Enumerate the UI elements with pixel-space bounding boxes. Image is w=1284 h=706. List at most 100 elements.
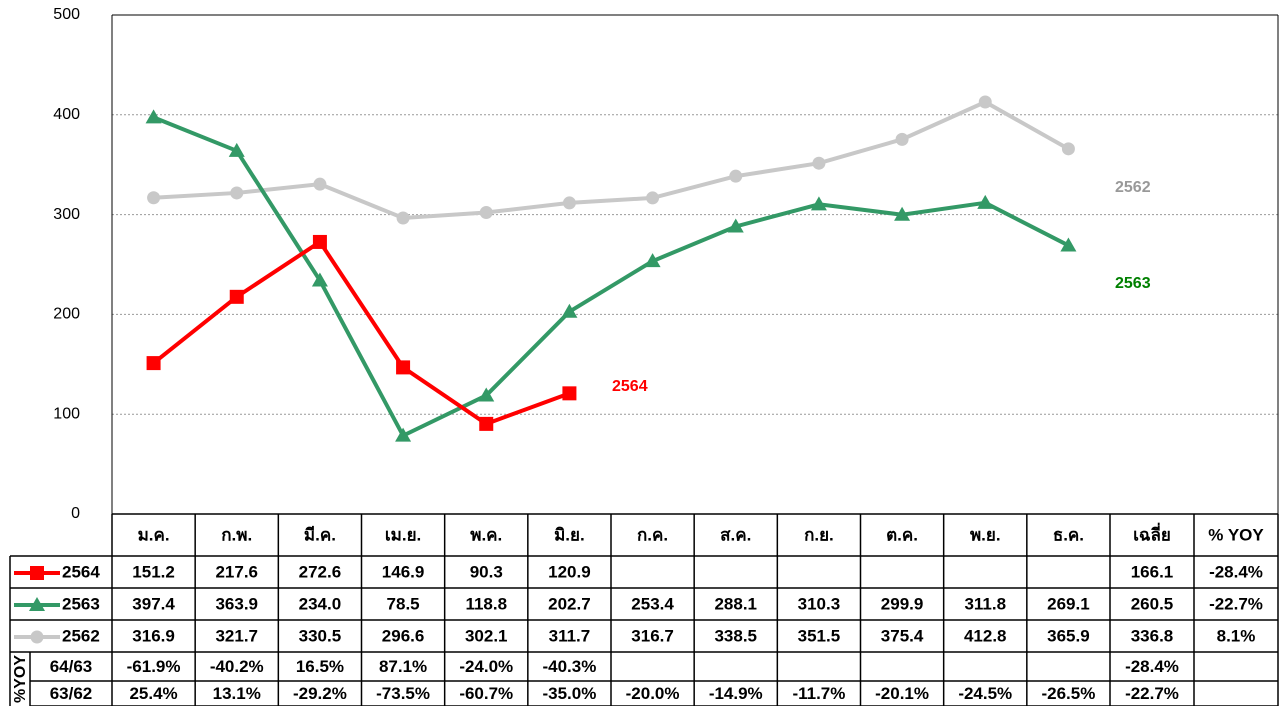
marker xyxy=(396,360,411,375)
marker xyxy=(479,416,494,431)
table-cell: -73.5% xyxy=(376,684,430,703)
marker xyxy=(312,234,327,249)
x-tick-label: ธ.ค. xyxy=(1053,525,1084,544)
marker xyxy=(311,272,328,287)
table-cell: 316.7 xyxy=(631,626,674,645)
table-cell: 151.2 xyxy=(132,562,175,581)
table-cell: 299.9 xyxy=(881,594,924,613)
legend-label: 2564 xyxy=(62,562,100,581)
table-cell: -61.9% xyxy=(127,657,181,676)
marker xyxy=(646,191,660,205)
table-cell: -60.7% xyxy=(459,684,513,703)
legend-marker xyxy=(30,566,44,580)
x-tick-label: เม.ย. xyxy=(385,525,421,544)
table-cell: 8.1% xyxy=(1217,626,1256,645)
marker xyxy=(810,196,827,211)
table-cell: -29.2% xyxy=(293,684,347,703)
table-cell: 120.9 xyxy=(548,562,591,581)
marker xyxy=(1061,142,1075,156)
table-cell: -40.3% xyxy=(542,657,596,676)
x-tick-label: ส.ค. xyxy=(720,525,751,544)
marker xyxy=(228,142,245,157)
marker xyxy=(977,194,994,209)
table-cell: 338.5 xyxy=(714,626,757,645)
row-group-label: %YOY xyxy=(12,655,29,703)
table-cell: 146.9 xyxy=(382,562,425,581)
x-tick-label: มิ.ย. xyxy=(554,525,585,544)
table-cell: 260.5 xyxy=(1131,594,1174,613)
legend-label: 2562 xyxy=(62,626,100,645)
y-tick-label: 400 xyxy=(53,106,80,123)
table-cell: -20.1% xyxy=(875,684,929,703)
table-cell: -28.4% xyxy=(1125,657,1179,676)
y-tick-label: 500 xyxy=(53,6,80,23)
x-tick-label: ก.ค. xyxy=(637,525,668,544)
column-header: % YOY xyxy=(1208,525,1264,544)
table-cell: 397.4 xyxy=(132,594,175,613)
legend-marker xyxy=(30,630,44,644)
table-cell: -40.2% xyxy=(210,657,264,676)
legend-label: 2563 xyxy=(62,594,100,613)
y-tick-label: 200 xyxy=(53,306,80,323)
table-cell: 253.4 xyxy=(631,594,674,613)
table-cell: 217.6 xyxy=(215,562,258,581)
marker xyxy=(562,386,577,401)
table-cell: 302.1 xyxy=(465,626,508,645)
table-cell: 351.5 xyxy=(798,626,841,645)
marker xyxy=(396,211,410,225)
marker xyxy=(812,156,826,170)
table-cell: 25.4% xyxy=(129,684,177,703)
table-cell: -26.5% xyxy=(1041,684,1095,703)
table-cell: -11.7% xyxy=(792,684,845,703)
legend-marker xyxy=(29,597,45,611)
y-tick-label: 0 xyxy=(71,505,80,522)
series-label: 2562 xyxy=(1115,179,1151,196)
table-cell: 311.7 xyxy=(549,626,591,645)
table-cell: 321.7 xyxy=(215,626,258,645)
marker xyxy=(894,206,911,221)
table-cell: 363.9 xyxy=(215,594,258,613)
table-cell: 310.3 xyxy=(798,594,841,613)
table-cell: 316.9 xyxy=(132,626,175,645)
x-tick-label: ก.พ. xyxy=(221,525,252,544)
marker xyxy=(478,387,495,402)
column-header: เฉลี่ย xyxy=(1133,522,1171,544)
series-label: 2564 xyxy=(612,378,648,395)
marker xyxy=(729,169,743,183)
marker xyxy=(561,303,578,318)
x-tick-label: มี.ค. xyxy=(304,524,336,544)
table-cell: -28.4% xyxy=(1209,562,1263,581)
table-cell: 269.1 xyxy=(1047,594,1090,613)
table-cell: 412.8 xyxy=(964,626,1007,645)
table-cell: 16.5% xyxy=(296,657,344,676)
marker xyxy=(1060,237,1077,252)
table-cell: 87.1% xyxy=(379,657,427,676)
marker xyxy=(230,186,244,200)
marker xyxy=(147,191,161,205)
table-cell: 296.6 xyxy=(382,626,425,645)
table-cell: 365.9 xyxy=(1047,626,1090,645)
series-label: 2563 xyxy=(1115,275,1151,292)
table-cell: -35.0% xyxy=(542,684,596,703)
table-cell: -24.0% xyxy=(459,657,513,676)
row-label: 63/62 xyxy=(50,684,93,703)
table-cell: 202.7 xyxy=(548,594,591,613)
marker xyxy=(229,289,244,304)
table-cell: -20.0% xyxy=(626,684,680,703)
table-cell: -22.7% xyxy=(1125,684,1179,703)
table-cell: 311.8 xyxy=(964,594,1006,613)
table-cell: 288.1 xyxy=(714,594,757,613)
marker xyxy=(895,132,909,146)
marker xyxy=(146,356,161,371)
table-cell: 166.1 xyxy=(1131,562,1174,581)
y-tick-label: 100 xyxy=(53,405,80,422)
marker xyxy=(145,109,162,124)
x-tick-label: ก.ย. xyxy=(804,525,834,544)
x-tick-label: ต.ค. xyxy=(886,525,918,544)
table-cell: 13.1% xyxy=(213,684,261,703)
series-line xyxy=(153,99,1070,221)
table-cell: 272.6 xyxy=(299,562,342,581)
table-cell: 336.8 xyxy=(1131,626,1174,645)
x-tick-label: พ.ย. xyxy=(970,525,1001,544)
